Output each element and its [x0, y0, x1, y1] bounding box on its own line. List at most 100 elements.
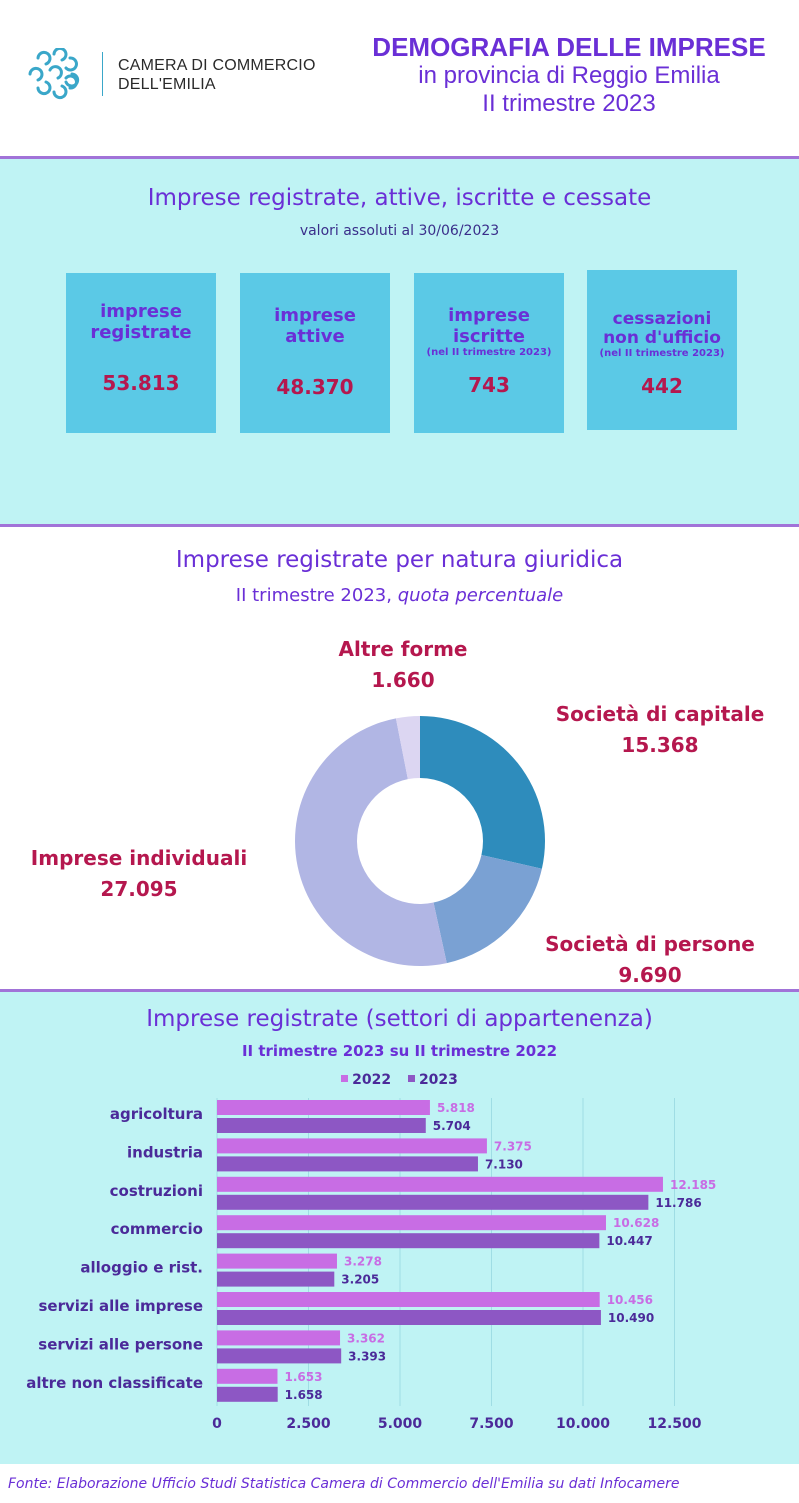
kpi-value: 53.813: [102, 371, 180, 395]
data-label: 3.205: [341, 1273, 379, 1287]
bar-2022: [217, 1138, 487, 1154]
bar-2022: [217, 1100, 430, 1115]
section-divider: [0, 156, 799, 159]
x-tick-label: 5.000: [378, 1416, 423, 1432]
bar-2022: [217, 1176, 663, 1192]
bar-2023: [217, 1233, 600, 1249]
data-label: 5.704: [433, 1119, 471, 1133]
donut-subtitle-plain: II trimestre 2023,: [235, 585, 398, 606]
pie-category-label: Altre forme: [338, 637, 468, 661]
source-note: Fonte: Elaborazione Ufficio Studi Statis…: [8, 1476, 680, 1492]
data-label: 3.362: [347, 1331, 385, 1345]
logo-line-1: CAMERA DI COMMERCIO: [118, 57, 316, 74]
data-label: 12.185: [670, 1178, 716, 1192]
kpi-section: Imprese registrate, attive, iscritte e c…: [0, 159, 799, 524]
legend-item-2022: 2022: [341, 1072, 391, 1088]
kpi-note: (nel II trimestre 2023): [599, 348, 725, 359]
category-label: commercio: [111, 1220, 203, 1238]
donut-subtitle-italic: quota percentuale: [397, 585, 564, 606]
bar-2023: [217, 1271, 335, 1287]
donut-slice-altre-forme: [395, 716, 420, 780]
kpi-note: (nel II trimestre 2023): [426, 347, 552, 358]
legal-form-section: Imprese registrate per natura giuridica …: [0, 527, 799, 989]
legend-item-2023: 2023: [407, 1072, 458, 1088]
kpi-value: 743: [468, 373, 510, 397]
pie-value-label: 9.690: [618, 963, 682, 987]
pie-category-label: Imprese individuali: [30, 846, 248, 870]
kpi-box-iscritte: imprese iscritte (nel II trimestre 2023)…: [414, 273, 564, 433]
sector-section: Imprese registrate (settori di appartene…: [0, 992, 799, 1464]
bar-2023: [217, 1156, 478, 1172]
pie-value-label: 1.660: [371, 668, 435, 692]
bar-subtitle: II trimestre 2023 su II trimestre 2022: [241, 1042, 558, 1060]
bar-2022: [217, 1292, 600, 1307]
data-label: 10.447: [606, 1234, 652, 1248]
data-label: 10.456: [607, 1293, 653, 1307]
title-line-2: in provincia di Reggio Emilia: [418, 62, 720, 89]
data-label: 10.490: [608, 1311, 654, 1325]
donut-subtitle: II trimestre 2023, quota percentuale: [0, 585, 799, 606]
page-title: DEMOGRAFIA DELLE IMPRESE in provincia di…: [354, 32, 784, 118]
kpi-label: registrate: [90, 322, 192, 343]
pie-label-societa-persone: Società di persone 9.690: [530, 929, 770, 991]
kpi-label: imprese: [100, 301, 182, 322]
data-label: 3.278: [344, 1255, 382, 1269]
kpi-label: imprese: [274, 305, 356, 326]
bar-2023: [217, 1310, 601, 1325]
x-tick-label: 10.000: [556, 1416, 610, 1432]
category-label: agricoltura: [110, 1105, 203, 1123]
legend-label: 2023: [418, 1072, 458, 1088]
donut-slice-imprese-individuali: [295, 718, 447, 966]
logo-line-2: DELL'EMILIA: [118, 76, 216, 93]
title-line-3: II trimestre 2023: [482, 90, 656, 117]
pie-value-label: 27.095: [100, 877, 178, 901]
bar-2022: [217, 1368, 278, 1384]
section-divider: [0, 524, 799, 527]
category-label: servizi alle persone: [38, 1335, 203, 1353]
bar-2023: [217, 1348, 342, 1364]
data-label: 5.818: [437, 1101, 475, 1115]
footer: Fonte: Elaborazione Ufficio Studi Statis…: [0, 1466, 799, 1503]
donut-slice-societ-di-capitale: [420, 716, 545, 869]
legend-label: 2022: [352, 1072, 392, 1088]
kpi-title: Imprese registrate, attive, iscritte e c…: [147, 185, 652, 211]
logo-wordmark: CAMERA DI COMMERCIO DELL'EMILIA: [118, 56, 316, 94]
donut-chart: [295, 716, 545, 966]
bar-2022: [217, 1330, 341, 1346]
x-tick-label: 12.500: [647, 1416, 701, 1432]
data-label: 11.786: [655, 1196, 701, 1210]
kpi-label: imprese: [448, 305, 530, 326]
pie-label-societa-capitale: Società di capitale 15.368: [540, 699, 780, 761]
kpi-label: cessazioni: [612, 309, 712, 329]
donut-title: Imprese registrate per natura giuridica: [175, 547, 624, 573]
pie-label-imprese-individuali: Imprese individuali 27.095: [14, 843, 264, 905]
pie-category-label: Società di persone: [545, 932, 755, 956]
data-label: 7.375: [494, 1139, 532, 1153]
pie-category-label: Società di capitale: [555, 702, 765, 726]
bar-2022: [217, 1253, 337, 1269]
pie-label-altre-forme: Altre forme 1.660: [296, 634, 510, 696]
x-tick-label: 0: [212, 1416, 222, 1432]
kpi-subtitle: valori assoluti al 30/06/2023: [299, 223, 500, 239]
x-tick-label: 2.500: [286, 1416, 331, 1432]
kpi-box-registrate: imprese registrate 53.813: [66, 273, 216, 433]
chamber-logo-icon: [28, 48, 80, 100]
legend-swatch: [407, 1075, 415, 1082]
category-label: alloggio e rist.: [80, 1259, 203, 1277]
data-label: 1.653: [284, 1370, 322, 1384]
section-divider: [0, 989, 799, 992]
donut-slice-societ-di-persone: [433, 854, 542, 964]
pie-value-label: 15.368: [621, 733, 699, 757]
data-label: 10.628: [613, 1216, 659, 1230]
logo-divider: [102, 52, 103, 96]
bar-2023: [217, 1118, 426, 1133]
title-line-1: DEMOGRAFIA DELLE IMPRESE: [372, 32, 766, 62]
kpi-label: non d'ufficio: [603, 328, 721, 348]
bar-2022: [217, 1215, 606, 1231]
category-label: altre non classificate: [26, 1374, 203, 1392]
kpi-label: attive: [285, 326, 345, 347]
x-tick-label: 7.500: [469, 1416, 514, 1432]
category-label: costruzioni: [110, 1182, 203, 1200]
bar-legend: 2022 2023: [0, 1072, 799, 1088]
data-label: 1.658: [285, 1388, 323, 1402]
